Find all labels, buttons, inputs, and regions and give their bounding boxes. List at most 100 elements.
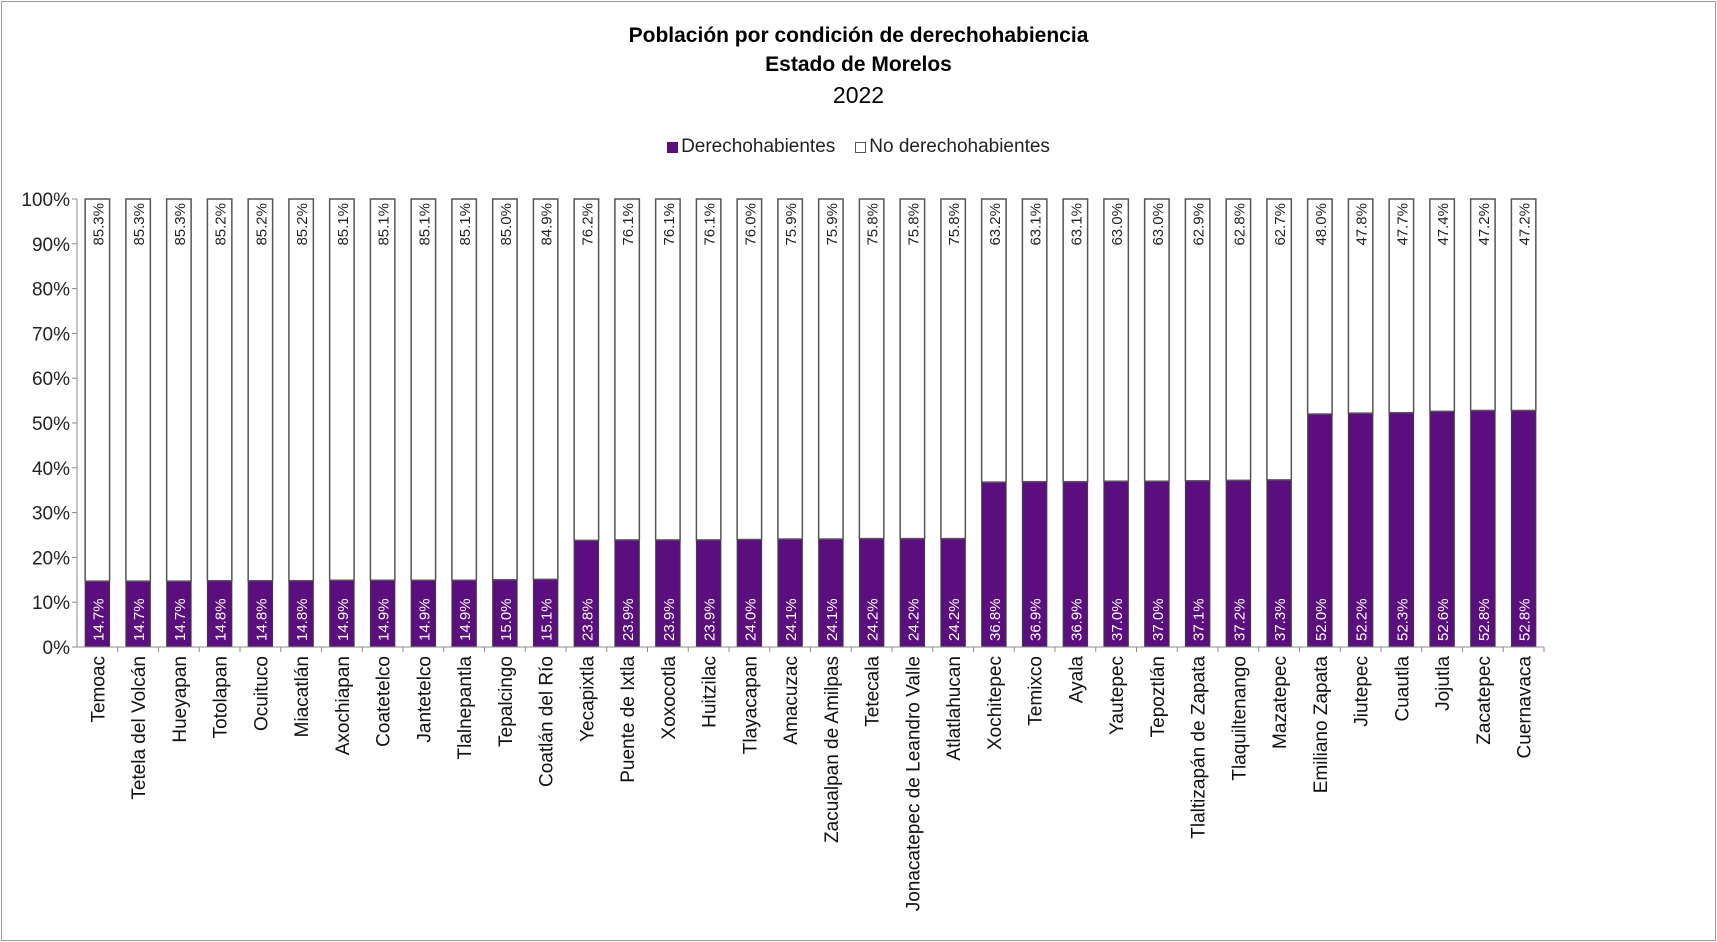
bar-no-derechohabientes	[1429, 198, 1456, 413]
bar-derechohabientes	[1062, 481, 1089, 648]
data-label-derechohabientes: 24.1%	[824, 598, 841, 641]
bar-no-derechohabientes	[206, 198, 233, 582]
chart-title: Población por condición de derechohabien…	[628, 24, 1089, 47]
y-tick-label: 30%	[32, 504, 70, 525]
data-label-derechohabientes: 52.8%	[1517, 598, 1534, 641]
data-label-derechohabientes: 24.2%	[905, 598, 922, 641]
data-label-derechohabientes: 14.7%	[90, 598, 107, 641]
category-label: Atlatlahucan	[944, 656, 965, 761]
bar-derechohabientes	[1021, 481, 1048, 648]
data-label-no-derechohabientes: 75.8%	[865, 203, 882, 246]
category-label: Jonacatepec de Leandro Valle	[903, 656, 924, 911]
data-label-no-derechohabientes: 47.8%	[1354, 203, 1371, 246]
category-label: Huitzilac	[700, 656, 721, 728]
bar-derechohabientes	[899, 538, 926, 648]
bar-no-derechohabientes	[451, 198, 478, 581]
bar-no-derechohabientes	[736, 198, 763, 541]
category-label: Hueyapan	[170, 656, 191, 743]
data-label-derechohabientes: 37.0%	[1150, 598, 1167, 641]
bar-derechohabientes	[1510, 409, 1537, 648]
bar-no-derechohabientes	[410, 198, 437, 581]
data-label-derechohabientes: 52.0%	[1313, 598, 1330, 641]
data-label-no-derechohabientes: 47.4%	[1435, 203, 1452, 246]
category-label: Tetecala	[863, 656, 884, 727]
y-tick-label: 90%	[32, 235, 70, 256]
data-label-no-derechohabientes: 62.8%	[1231, 203, 1248, 246]
data-label-derechohabientes: 23.9%	[702, 598, 719, 641]
y-tick-label: 40%	[32, 459, 70, 480]
legend-label-no-derechohabientes: No derechohabientes	[869, 136, 1050, 157]
data-label-no-derechohabientes: 76.1%	[702, 203, 719, 246]
bar-derechohabientes	[369, 579, 396, 648]
legend-item-no-derechohabientes: No derechohabientes	[855, 136, 1050, 158]
bar-no-derechohabientes	[84, 198, 111, 582]
data-label-derechohabientes: 14.8%	[213, 598, 230, 641]
chart-year: 2022	[832, 82, 885, 108]
data-label-derechohabientes: 24.1%	[783, 598, 800, 641]
data-label-derechohabientes: 14.9%	[416, 598, 433, 641]
bar-no-derechohabientes	[980, 198, 1007, 483]
legend: Derechohabientes No derechohabientes	[0, 136, 1717, 158]
category-label: Tepalcingo	[496, 656, 517, 747]
bar-no-derechohabientes	[614, 198, 641, 541]
bar-no-derechohabientes	[1225, 198, 1252, 482]
data-label-derechohabientes: 14.9%	[376, 598, 393, 641]
data-label-derechohabientes: 52.2%	[1354, 598, 1371, 641]
data-label-no-derechohabientes: 85.2%	[213, 203, 230, 246]
data-label-no-derechohabientes: 85.1%	[335, 203, 352, 246]
bar-no-derechohabientes	[165, 198, 192, 582]
bar-derechohabientes	[1225, 479, 1252, 648]
bar-no-derechohabientes	[695, 198, 722, 541]
chart-subtitle: Estado de Morelos	[765, 53, 952, 76]
data-label-no-derechohabientes: 85.0%	[498, 203, 515, 246]
data-label-no-derechohabientes: 75.9%	[783, 203, 800, 246]
bar-derechohabientes	[1388, 412, 1415, 648]
bar-derechohabientes	[858, 538, 885, 648]
category-label: Cuernavaca	[1515, 656, 1536, 759]
data-label-no-derechohabientes: 84.9%	[539, 203, 556, 246]
category-label: Zacualpan de Amilpas	[822, 656, 843, 843]
y-tick-label: 0%	[43, 638, 71, 659]
y-tick-label: 80%	[32, 280, 70, 301]
data-label-derechohabientes: 24.0%	[742, 598, 759, 641]
bar-derechohabientes	[1470, 409, 1496, 648]
data-label-no-derechohabientes: 85.1%	[457, 203, 474, 246]
y-tick-label: 10%	[32, 593, 70, 614]
data-label-derechohabientes: 14.7%	[172, 598, 189, 641]
data-label-no-derechohabientes: 62.7%	[1272, 203, 1289, 246]
bar-derechohabientes	[1103, 480, 1129, 648]
category-label: Tlaltizapán de Zapata	[1189, 656, 1210, 839]
bar-no-derechohabientes	[1388, 198, 1415, 414]
y-tick-label: 50%	[32, 414, 70, 435]
legend-item-derechohabientes: Derechohabientes	[667, 136, 835, 158]
data-label-derechohabientes: 36.9%	[1068, 598, 1085, 641]
bar-derechohabientes	[206, 580, 233, 648]
data-label-derechohabientes: 15.1%	[539, 598, 556, 641]
category-label: Tlaquiltenango	[1229, 656, 1250, 781]
category-label: Amacuzac	[781, 656, 802, 745]
data-label-no-derechohabientes: 48.0%	[1313, 203, 1330, 246]
data-label-no-derechohabientes: 85.3%	[90, 203, 107, 246]
bar-no-derechohabientes	[1469, 198, 1496, 412]
category-label: Totolapan	[211, 656, 232, 738]
data-label-derechohabientes: 14.8%	[294, 598, 311, 641]
data-label-no-derechohabientes: 62.9%	[1191, 203, 1208, 246]
bar-no-derechohabientes	[858, 198, 885, 540]
data-label-derechohabientes: 36.8%	[987, 598, 1004, 641]
category-label: Temixco	[1026, 656, 1047, 726]
legend-swatch-derechohabientes	[667, 141, 679, 153]
data-label-derechohabientes: 37.1%	[1191, 598, 1208, 641]
data-label-no-derechohabientes: 63.2%	[987, 203, 1004, 246]
category-label: Puente de Ixtla	[618, 656, 639, 783]
bar-derechohabientes	[736, 538, 763, 648]
bar-derechohabientes	[451, 579, 477, 648]
category-label: Ayala	[1066, 656, 1087, 704]
data-label-derechohabientes: 37.3%	[1272, 598, 1289, 641]
bar-derechohabientes	[1144, 480, 1170, 648]
category-label: Tepoztlán	[1148, 656, 1169, 737]
data-label-derechohabientes: 23.8%	[579, 598, 596, 641]
bar-derechohabientes	[777, 538, 803, 648]
bar-derechohabientes	[1266, 479, 1292, 648]
data-label-no-derechohabientes: 76.0%	[742, 203, 759, 246]
data-label-derechohabientes: 37.2%	[1231, 598, 1248, 641]
